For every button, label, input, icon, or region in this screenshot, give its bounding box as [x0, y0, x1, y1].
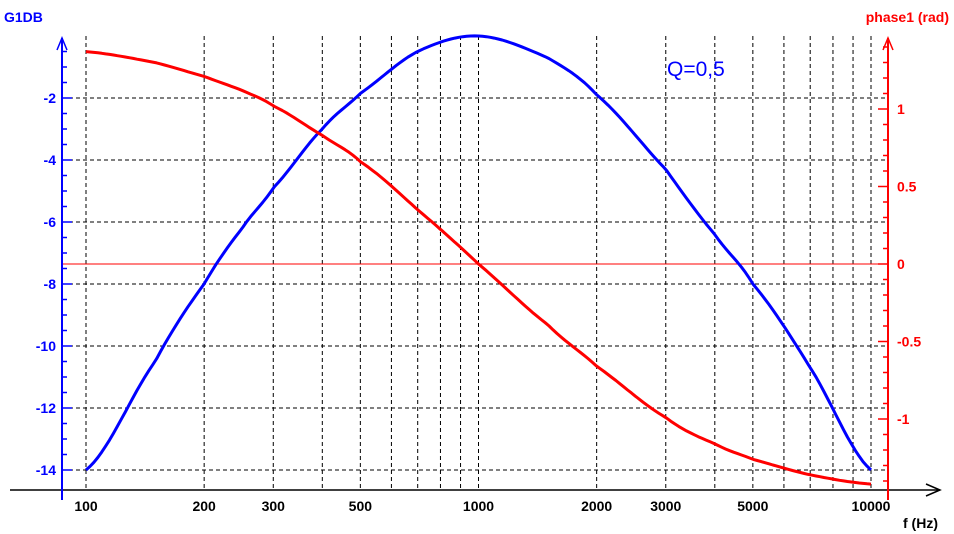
y-left-tick-label: -2	[44, 90, 57, 106]
x-tick-label: 5000	[737, 498, 768, 514]
x-axis-title: f (Hz)	[903, 515, 938, 531]
y-left-tick-label: -14	[36, 462, 56, 478]
y-right-axis-arrow	[882, 36, 894, 51]
x-tick-label: 3000	[650, 498, 681, 514]
y-left-axis-arrow	[56, 36, 68, 51]
y-left-tick-label: -4	[44, 152, 57, 168]
ticks: 100 200 300 500 1000 2000 3000 5000 10000 -2 -4 -6 -…	[36, 46, 921, 514]
x-tick-label: 300	[262, 498, 286, 514]
y-left-tick-label: -10	[36, 338, 56, 354]
y-left-axis-title: G1DB	[4, 9, 43, 25]
y-right-tick-label: -1	[897, 411, 910, 427]
y-right-tick-label: 1	[897, 101, 905, 117]
y-left-tick-label: -6	[44, 214, 57, 230]
series	[84, 34, 873, 486]
q-annotation: Q=0,5	[667, 58, 725, 81]
x-tick-label: 200	[192, 498, 216, 514]
y-right-tick-label: -0.5	[897, 334, 921, 350]
y-left-tick-label: -8	[44, 276, 57, 292]
labels: G1DB phase1 (rad) f (Hz) Q=0,5	[4, 9, 949, 531]
y-right-tick-label: 0	[897, 256, 905, 272]
axes	[10, 36, 942, 500]
y-left-tick-label: -12	[36, 400, 56, 416]
x-tick-label: 2000	[581, 498, 612, 514]
grid	[62, 36, 888, 490]
x-tick-label: 10000	[852, 498, 891, 514]
y-right-tick-label: 0.5	[897, 179, 917, 195]
x-tick-label: 1000	[463, 498, 494, 514]
x-tick-label: 100	[74, 498, 98, 514]
y-right-axis-title: phase1 (rad)	[866, 9, 949, 25]
x-axis-arrow	[925, 483, 942, 497]
x-tick-label: 500	[349, 498, 373, 514]
